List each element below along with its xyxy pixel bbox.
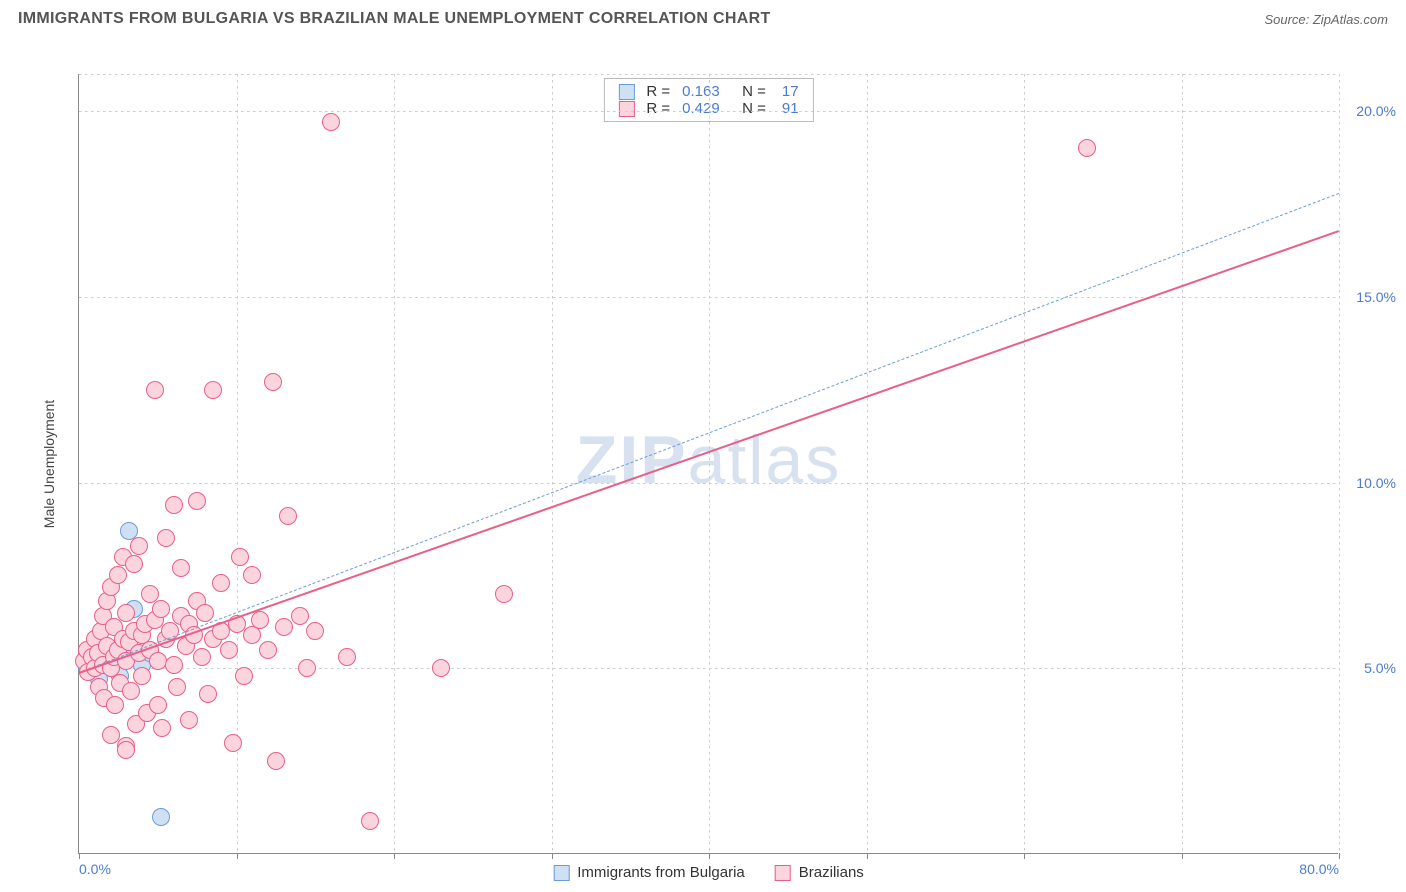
stat-r-label: R = <box>646 100 670 117</box>
data-point-brazilians <box>153 719 171 737</box>
data-point-brazilians <box>264 373 282 391</box>
x-tick <box>709 853 710 859</box>
data-point-brazilians <box>109 566 127 584</box>
data-point-brazilians <box>152 600 170 618</box>
data-point-brazilians <box>165 496 183 514</box>
data-point-brazilians <box>199 685 217 703</box>
data-point-brazilians <box>306 622 324 640</box>
data-point-brazilians <box>251 611 269 629</box>
data-point-brazilians <box>172 559 190 577</box>
data-point-brazilians <box>231 548 249 566</box>
x-tick <box>394 853 395 859</box>
data-point-brazilians <box>204 381 222 399</box>
plot-area: ZIPatlas Male Unemployment R =0.163N =17… <box>78 74 1338 854</box>
legend-swatch-bulgaria <box>553 865 569 881</box>
y-tick-label: 5.0% <box>1364 660 1396 676</box>
x-axis-legend: Immigrants from Bulgaria Brazilians <box>553 864 864 881</box>
data-point-brazilians <box>122 682 140 700</box>
stat-n-value: 91 <box>782 100 799 117</box>
legend-swatch-bulgaria <box>618 84 634 100</box>
legend-swatch-brazilians <box>618 101 634 117</box>
gridline-v <box>709 74 710 853</box>
data-point-brazilians <box>279 507 297 525</box>
y-axis-title: Male Unemployment <box>41 399 57 527</box>
data-point-brazilians <box>361 812 379 830</box>
data-point-brazilians <box>224 734 242 752</box>
data-point-brazilians <box>117 741 135 759</box>
data-point-brazilians <box>1078 139 1096 157</box>
legend-swatch-brazilians <box>775 865 791 881</box>
data-point-brazilians <box>322 113 340 131</box>
watermark-bold: ZIP <box>576 422 688 498</box>
data-point-brazilians <box>259 641 277 659</box>
source-name: ZipAtlas.com <box>1313 12 1388 27</box>
y-tick-label: 15.0% <box>1356 289 1396 305</box>
data-point-brazilians <box>298 659 316 677</box>
gridline-v <box>1024 74 1025 853</box>
data-point-brazilians <box>165 656 183 674</box>
chart-title: IMMIGRANTS FROM BULGARIA VS BRAZILIAN MA… <box>18 10 771 28</box>
legend-label: Immigrants from Bulgaria <box>577 864 745 881</box>
data-point-brazilians <box>235 667 253 685</box>
x-tick <box>1339 853 1340 859</box>
data-point-brazilians <box>146 381 164 399</box>
data-point-brazilians <box>432 659 450 677</box>
x-tick-label: 0.0% <box>79 861 111 877</box>
data-point-brazilians <box>149 696 167 714</box>
data-point-brazilians <box>133 667 151 685</box>
x-tick <box>867 853 868 859</box>
y-tick-label: 10.0% <box>1356 475 1396 491</box>
data-point-brazilians <box>125 555 143 573</box>
stat-r-label: R = <box>646 83 670 100</box>
stat-n-label: N = <box>742 100 766 117</box>
x-tick <box>1182 853 1183 859</box>
stat-n-label: N = <box>742 83 766 100</box>
data-point-bulgaria <box>152 808 170 826</box>
data-point-brazilians <box>275 618 293 636</box>
data-point-brazilians <box>180 711 198 729</box>
x-tick-label: 80.0% <box>1299 861 1339 877</box>
source-prefix: Source: <box>1264 12 1312 27</box>
stat-n-value: 17 <box>782 83 799 100</box>
stat-r-value: 0.429 <box>682 100 730 117</box>
data-point-brazilians <box>117 604 135 622</box>
y-tick-label: 20.0% <box>1356 103 1396 119</box>
data-point-brazilians <box>102 726 120 744</box>
data-point-brazilians <box>338 648 356 666</box>
data-point-brazilians <box>168 678 186 696</box>
data-point-brazilians <box>291 607 309 625</box>
x-tick <box>79 853 80 859</box>
data-point-brazilians <box>157 529 175 547</box>
data-point-brazilians <box>495 585 513 603</box>
x-tick <box>1024 853 1025 859</box>
data-point-brazilians <box>267 752 285 770</box>
source-attribution: Source: ZipAtlas.com <box>1264 12 1388 27</box>
chart-header: IMMIGRANTS FROM BULGARIA VS BRAZILIAN MA… <box>0 0 1406 34</box>
legend-item-brazilians: Brazilians <box>775 864 864 881</box>
gridline-v <box>867 74 868 853</box>
data-point-brazilians <box>212 574 230 592</box>
data-point-brazilians <box>188 492 206 510</box>
x-tick <box>237 853 238 859</box>
x-tick <box>552 853 553 859</box>
gridline-v <box>1182 74 1183 853</box>
legend-label: Brazilians <box>799 864 864 881</box>
data-point-brazilians <box>243 566 261 584</box>
data-point-brazilians <box>196 604 214 622</box>
stat-r-value: 0.163 <box>682 83 730 100</box>
data-point-brazilians <box>130 537 148 555</box>
data-point-brazilians <box>193 648 211 666</box>
data-point-brazilians <box>106 696 124 714</box>
data-point-brazilians <box>220 641 238 659</box>
gridline-v <box>552 74 553 853</box>
gridline-v <box>394 74 395 853</box>
gridline-v <box>1339 74 1340 853</box>
legend-item-bulgaria: Immigrants from Bulgaria <box>553 864 745 881</box>
